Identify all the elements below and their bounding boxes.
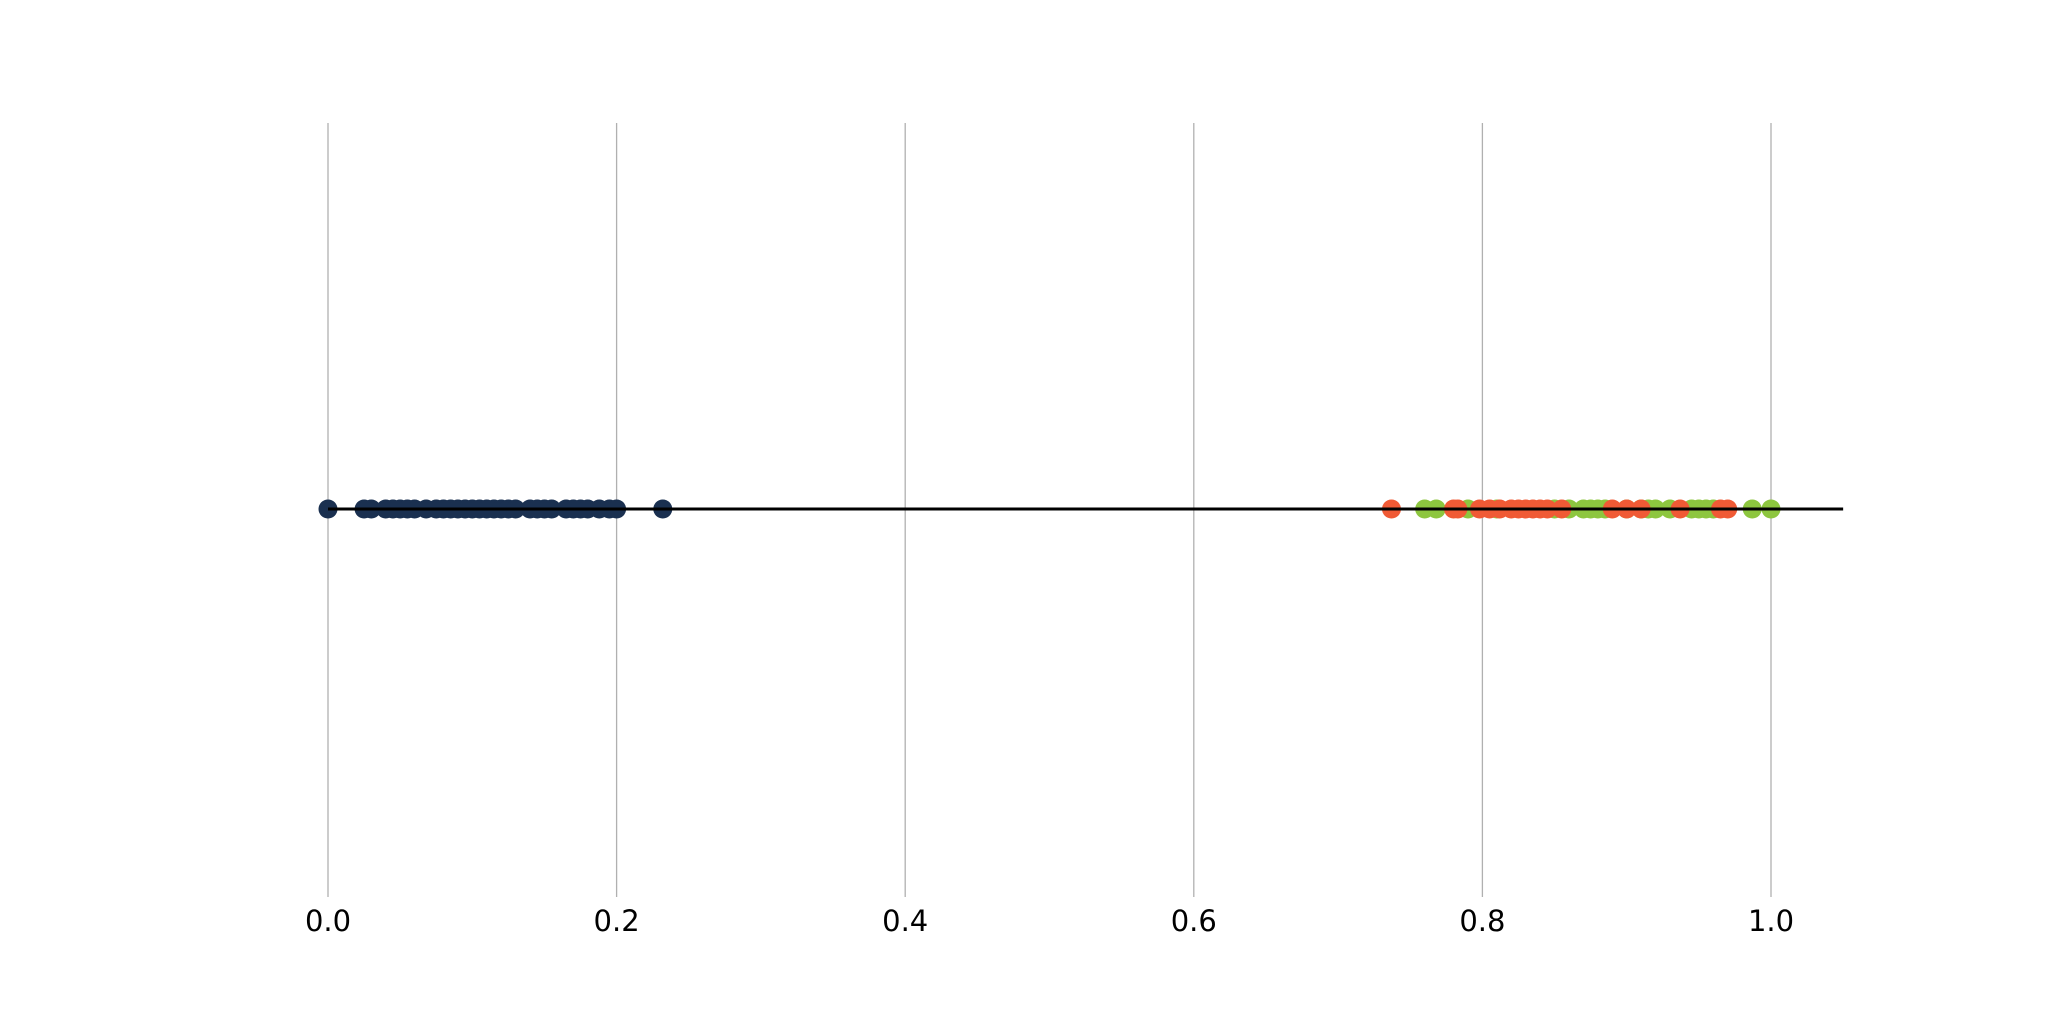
x-tick-labels: 0.0 0.2 0.4 0.6 0.8 1.0 — [305, 904, 1794, 938]
x-tick-label: 1.0 — [1748, 904, 1794, 938]
x-tick-label: 0.4 — [882, 904, 928, 938]
x-tick-label: 0.0 — [305, 904, 351, 938]
x-tick-label: 0.2 — [594, 904, 640, 938]
x-tick-label: 0.8 — [1459, 904, 1505, 938]
x-tick-label: 0.6 — [1171, 904, 1217, 938]
